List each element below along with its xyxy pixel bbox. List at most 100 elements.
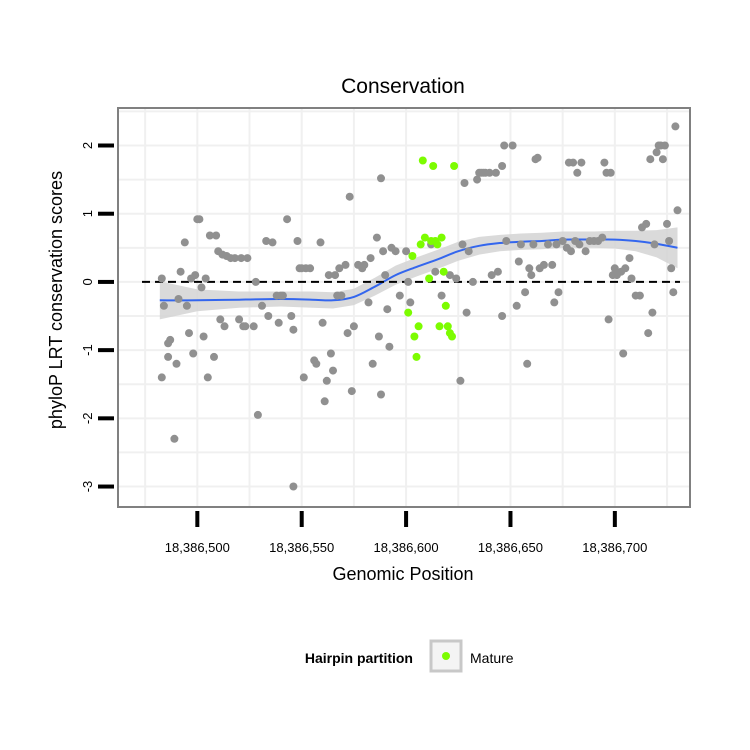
- point-other: [203, 373, 212, 382]
- point-other: [493, 267, 502, 276]
- point-other: [278, 291, 287, 300]
- point-other: [548, 260, 557, 269]
- point-other: [337, 291, 346, 300]
- point-other: [529, 240, 538, 249]
- point-other: [452, 274, 461, 283]
- point-other: [558, 237, 567, 245]
- point-other: [293, 237, 302, 245]
- point-other: [544, 240, 552, 249]
- plot-panel-border: [117, 107, 691, 508]
- x-tick-label: 18,386,600: [374, 540, 439, 555]
- point-other: [262, 237, 271, 245]
- point-other: [383, 305, 392, 314]
- point-other: [324, 271, 333, 280]
- point-other: [621, 264, 630, 273]
- point-other: [268, 238, 277, 247]
- point-other: [230, 254, 239, 263]
- point-other: [243, 254, 252, 263]
- point-other: [554, 288, 563, 297]
- point-other: [180, 238, 189, 247]
- y-tick-label: -2: [80, 413, 95, 425]
- chart-title: Conservation: [341, 75, 465, 98]
- point-mature: [448, 332, 456, 341]
- point-other: [642, 219, 651, 228]
- point-other: [182, 301, 191, 310]
- x-tick-label: 18,386,700: [582, 540, 647, 555]
- point-other: [468, 277, 477, 286]
- point-mature: [414, 322, 423, 331]
- point-other: [343, 329, 352, 338]
- point-other: [458, 240, 467, 249]
- point-other: [625, 254, 634, 263]
- point-mature: [420, 233, 429, 242]
- point-other: [381, 271, 390, 280]
- point-other: [329, 366, 337, 375]
- point-other: [322, 376, 331, 385]
- point-other: [289, 482, 298, 491]
- point-mature: [408, 252, 417, 260]
- point-other: [627, 274, 636, 283]
- point-other: [347, 387, 356, 396]
- point-other: [445, 271, 454, 280]
- point-mature: [441, 301, 450, 310]
- point-other: [197, 283, 206, 292]
- y-axis: -3 -2 -1 0 1 2: [80, 142, 114, 492]
- point-other: [456, 376, 465, 385]
- point-other: [210, 352, 218, 361]
- point-mature: [443, 322, 452, 331]
- point-other: [241, 322, 250, 331]
- point-other: [205, 231, 214, 240]
- point-mature: [433, 240, 442, 249]
- point-other: [349, 322, 358, 331]
- point-other: [437, 291, 446, 300]
- point-other: [502, 237, 511, 245]
- point-other: [253, 410, 262, 419]
- point-other: [385, 342, 394, 351]
- point-other: [660, 141, 669, 150]
- point-other: [312, 359, 321, 368]
- x-axis: 18,386,500 18,386,550 18,386,600 18,386,650…: [165, 511, 647, 555]
- point-other: [341, 260, 350, 269]
- point-mature: [412, 352, 421, 361]
- point-other: [189, 349, 198, 358]
- point-other: [575, 240, 584, 249]
- point-other: [644, 329, 653, 338]
- point-other: [366, 254, 375, 263]
- point-other: [374, 332, 383, 341]
- point-mature: [429, 162, 438, 170]
- point-other: [598, 233, 607, 242]
- y-tick-label: -3: [80, 481, 95, 493]
- data-points: [157, 122, 682, 491]
- point-other: [516, 240, 525, 249]
- point-other: [320, 397, 329, 406]
- point-other: [658, 155, 667, 164]
- point-other: [326, 349, 335, 358]
- point-other: [287, 312, 296, 320]
- point-other: [464, 247, 473, 256]
- point-other: [673, 206, 682, 215]
- point-other: [600, 158, 609, 167]
- point-other: [514, 257, 523, 266]
- point-other: [195, 215, 204, 224]
- point-other: [364, 298, 373, 307]
- point-other: [402, 247, 411, 256]
- point-other: [652, 148, 661, 157]
- point-other: [581, 247, 590, 256]
- point-other: [251, 277, 260, 286]
- legend-key-mature: [442, 652, 450, 660]
- point-other: [377, 390, 385, 399]
- point-other: [487, 271, 496, 280]
- point-other: [306, 264, 315, 273]
- point-other: [485, 168, 494, 177]
- point-other: [527, 271, 536, 280]
- y-axis-title: phyloP LRT conservation scores: [46, 171, 66, 429]
- confidence-band: [159, 227, 678, 320]
- point-other: [525, 264, 534, 273]
- point-other: [174, 295, 183, 303]
- point-other: [176, 267, 185, 276]
- point-other: [473, 175, 482, 184]
- point-other: [360, 260, 369, 269]
- point-other: [377, 174, 385, 183]
- point-other: [498, 162, 507, 170]
- point-other: [395, 291, 404, 300]
